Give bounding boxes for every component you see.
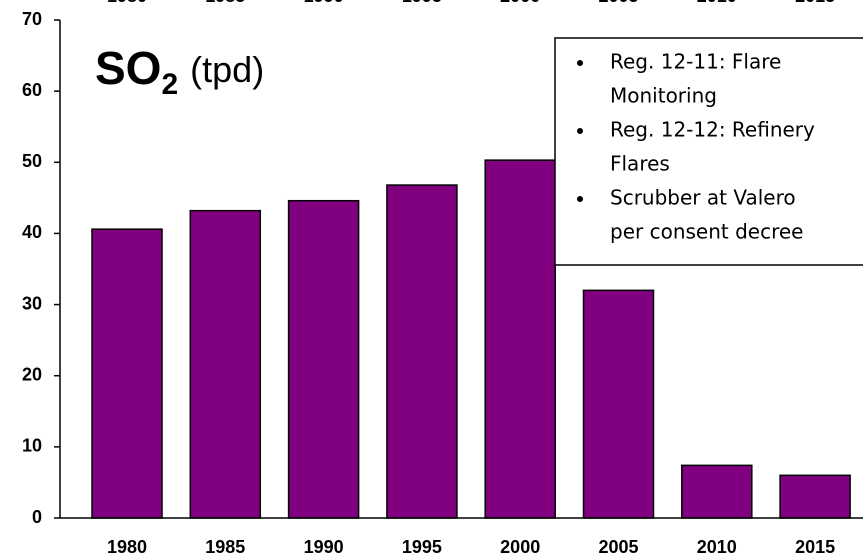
x-tick-label-top: 1980: [107, 0, 147, 6]
title-subscript: 2: [161, 68, 178, 101]
title-main: SO: [95, 42, 161, 94]
title-unit: (tpd): [190, 49, 264, 90]
x-tick-label-top: 2015: [795, 0, 835, 6]
x-tick-label: 1980: [107, 537, 147, 557]
x-tick-label-top: 2005: [598, 0, 638, 6]
x-tick-label-top: 2010: [697, 0, 737, 6]
annotation-line: Scrubber at Valero: [610, 186, 796, 210]
bar: [287, 199, 360, 519]
bar: [484, 159, 556, 519]
y-tick-label: 60: [22, 80, 42, 100]
bullet: [577, 60, 583, 66]
x-tick-label-top: 2000: [500, 0, 540, 6]
bar: [779, 474, 851, 519]
bullet: [577, 196, 583, 202]
x-tick-label: 2015: [795, 537, 835, 557]
x-tick-label-top: 1985: [205, 0, 245, 6]
annotation-line: Monitoring: [610, 84, 717, 108]
bar: [189, 209, 262, 519]
x-tick-label-top: 1990: [304, 0, 344, 6]
annotation-line: Reg. 12-12: Refinery: [610, 118, 815, 142]
annotation-line: Reg. 12-11: Flare: [610, 50, 781, 74]
y-tick-label: 20: [22, 364, 42, 384]
bar: [681, 464, 753, 519]
annotation-line: per consent decree: [610, 220, 803, 244]
y-tick-label: 10: [22, 436, 42, 456]
bars: [91, 159, 851, 519]
x-tick-label: 1995: [402, 537, 442, 557]
x-tick-label: 1985: [205, 537, 245, 557]
y-tick-label: 30: [22, 293, 42, 313]
x-tick-label: 2010: [697, 537, 737, 557]
x-tick-label: 1990: [304, 537, 344, 557]
x-tick-label-top: 1995: [402, 0, 442, 6]
bar: [91, 228, 163, 519]
bar: [386, 184, 458, 519]
bullet: [577, 128, 583, 134]
y-tick-label: 40: [22, 222, 42, 242]
annotation-line: Flares: [610, 152, 670, 176]
x-tick-label: 2005: [598, 537, 638, 557]
y-tick-label: 0: [32, 507, 42, 527]
annotation-box: [554, 37, 863, 266]
x-tick-label: 2000: [500, 537, 540, 557]
chart-title: SO2 (tpd): [95, 42, 264, 101]
y-tick-label: 50: [22, 151, 42, 171]
y-tick-label: 70: [22, 9, 42, 29]
bar: [582, 289, 655, 519]
